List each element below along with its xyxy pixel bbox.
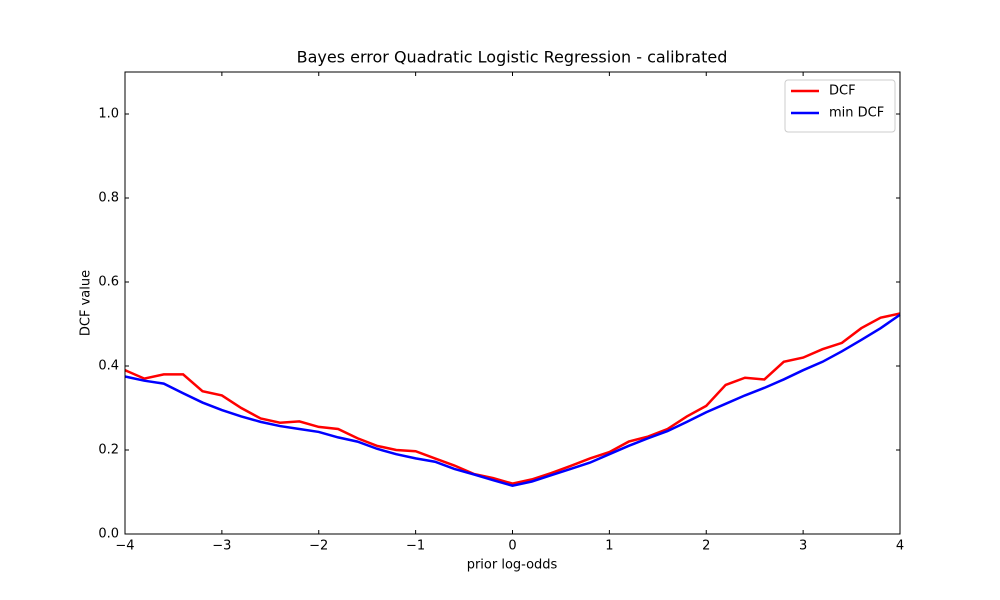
y-tick-label: 0.8 [98, 191, 119, 206]
x-tick-label: 0 [508, 539, 516, 554]
plot-frame [124, 71, 901, 535]
y-tick-label: 0.0 [98, 527, 119, 542]
series-line [124, 313, 901, 487]
series-line [124, 312, 901, 485]
y-tick-label: 1.0 [98, 107, 119, 122]
legend-label: DCF [829, 84, 856, 99]
x-tick-label: −2 [309, 539, 328, 554]
x-tick-label: −3 [212, 539, 231, 554]
x-tick-label: −4 [115, 539, 134, 554]
legend-label: min DCF [829, 106, 884, 121]
legend: DCF min DCF [784, 79, 896, 133]
x-tick-label: 1 [605, 539, 613, 554]
x-tick-label: 4 [896, 539, 904, 554]
y-tick-label: 0.2 [98, 443, 119, 458]
x-tick-label: −1 [406, 539, 425, 554]
x-tick-label: 3 [799, 539, 807, 554]
x-tick-label: 2 [702, 539, 710, 554]
y-tick-label: 0.4 [98, 359, 119, 374]
legend-box [784, 79, 896, 133]
y-axis-label: DCF value [79, 270, 94, 336]
chart-title: Bayes error Quadratic Logistic Regressio… [297, 48, 728, 67]
x-axis-label: prior log-odds [467, 558, 558, 573]
y-tick-label: 0.6 [98, 275, 119, 290]
